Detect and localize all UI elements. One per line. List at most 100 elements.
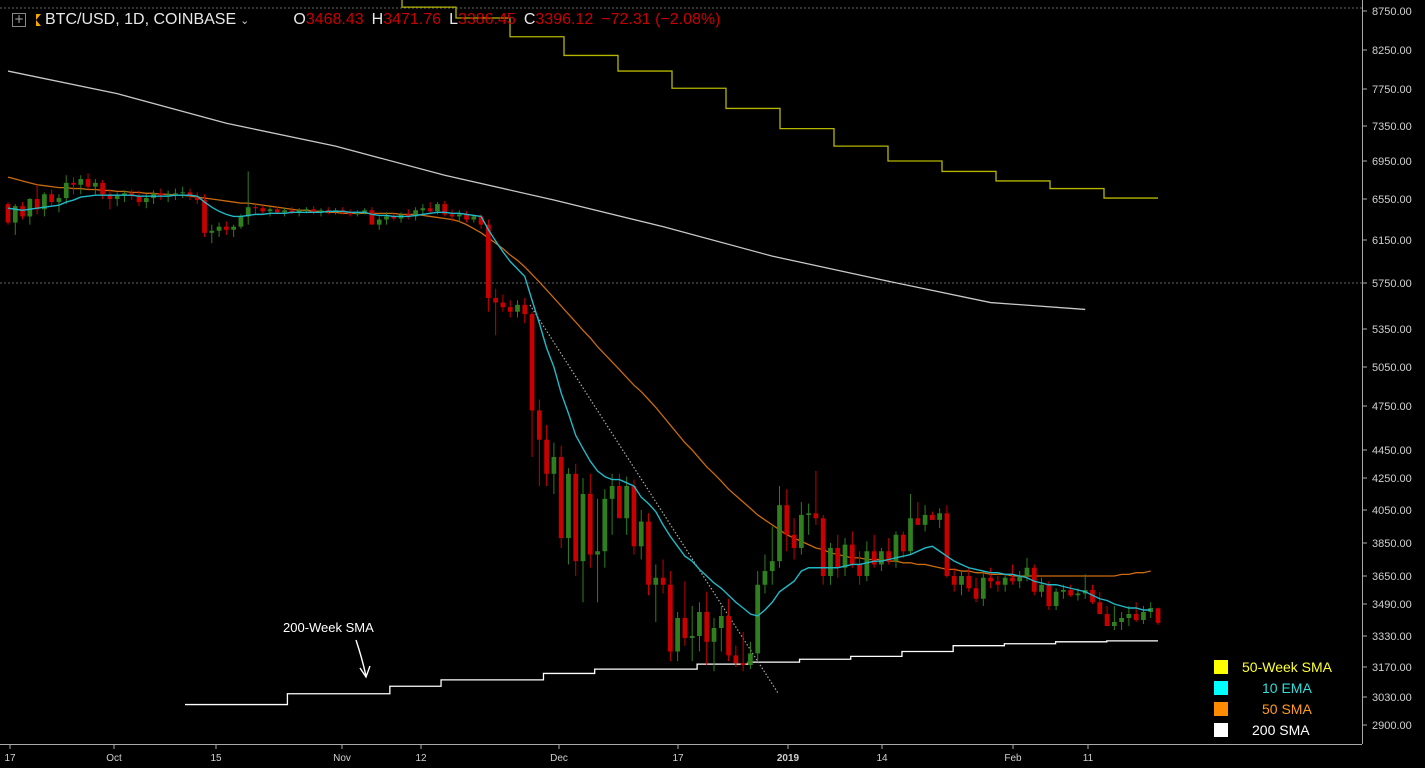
candle-body [689, 636, 695, 638]
high-value: 3471.76 [383, 11, 442, 28]
candle-body [900, 534, 906, 552]
price-tick-label: 3030.00 [1372, 692, 1412, 704]
candle-body [347, 212, 353, 215]
candle-body [267, 209, 273, 212]
candle-body [675, 618, 680, 652]
legend-item-50-sma: 50 SMA [1214, 698, 1364, 719]
candle-body [959, 576, 964, 585]
chart-header: + BTC/USD, 1D, COINBASE ⌄ O 3468.43 H 3471… [0, 0, 1360, 40]
price-tick-label: 3330.00 [1372, 631, 1412, 643]
candle-body [529, 314, 535, 411]
candle-body [5, 204, 11, 223]
candle-body [122, 193, 127, 196]
candle-body [1104, 614, 1110, 626]
legend-swatch [1214, 659, 1228, 674]
candle-body [522, 304, 528, 315]
candle-body [238, 216, 244, 227]
candle-body [427, 208, 433, 212]
time-tick-label: 17 [672, 753, 684, 764]
candles [5, 171, 1161, 672]
candle-body [682, 618, 688, 638]
annotation-label: 200-Week SMA [283, 620, 374, 635]
candle-body [893, 534, 899, 562]
candle-body [245, 207, 251, 217]
candle-body [27, 199, 33, 217]
candle-body [733, 655, 739, 664]
expand-icon[interactable]: + [12, 12, 26, 27]
candle-body [420, 208, 426, 211]
candle-body [857, 564, 862, 576]
price-tick-label: 6550.00 [1372, 194, 1412, 206]
time-tick-label: 12 [415, 753, 427, 764]
candle-body [1126, 614, 1132, 618]
series-50-sma [7, 176, 1151, 577]
grid [0, 7, 1362, 284]
candle-body [449, 214, 455, 217]
candle-body [107, 194, 113, 199]
chevron-down-icon[interactable]: ⌄ [240, 13, 250, 27]
candle-body [1046, 584, 1052, 606]
legend-label: 10 EMA [1262, 679, 1312, 696]
candle-body [937, 513, 943, 520]
candle-body [114, 195, 120, 199]
legend-swatch [1214, 680, 1228, 695]
candle-body [886, 551, 892, 562]
candle-body [828, 547, 833, 576]
candle-body [726, 616, 731, 656]
time-tick-label: 14 [876, 753, 888, 764]
candle-body [988, 577, 993, 582]
time-tick-label: Dec [550, 753, 568, 764]
candle-body [274, 209, 280, 213]
candle-body [718, 616, 724, 628]
candle-body [980, 577, 986, 599]
candle-body [638, 521, 644, 547]
candle-body [289, 210, 295, 213]
candle-body [413, 210, 418, 217]
candle-body [798, 514, 804, 548]
candle-body [253, 207, 258, 209]
candle-body [1097, 602, 1103, 614]
candle-body [944, 513, 950, 576]
candle-body [1039, 584, 1044, 592]
candle-body [260, 208, 266, 212]
candle-body [842, 544, 848, 568]
candle-body [1061, 590, 1066, 592]
candle-body [507, 307, 513, 312]
time-tick-label: 17 [4, 753, 16, 764]
candle-body [973, 588, 979, 599]
candle-body [879, 551, 884, 565]
candle-body [711, 628, 717, 642]
candle-body [384, 216, 389, 220]
candle-body [602, 498, 608, 552]
candle-body [580, 494, 586, 562]
price-tick-label: 3170.00 [1372, 662, 1412, 674]
symbol-label[interactable]: BTC/USD, 1D, COINBASE [45, 11, 237, 28]
candle-body [1141, 612, 1146, 620]
candle-body [355, 212, 360, 215]
low-key: L [449, 11, 458, 28]
candle-body [1031, 567, 1037, 592]
candle-body [143, 198, 149, 203]
price-tick-label: 5750.00 [1372, 278, 1412, 290]
candle-body [100, 182, 105, 195]
legend-item-10-ema: 10 EMA [1214, 677, 1364, 698]
candle-body [966, 576, 972, 589]
price-tick-label: 4450.00 [1372, 445, 1412, 457]
series-200-week-sma [185, 640, 1158, 706]
candle-body [653, 577, 659, 585]
candle-body [864, 551, 870, 576]
candle-body [1090, 590, 1095, 603]
candle-body [187, 192, 193, 197]
legend-swatch [1214, 722, 1228, 737]
close-key: C [523, 11, 536, 28]
flag-icon[interactable] [36, 14, 41, 26]
candle-body [755, 584, 761, 654]
candle-body [165, 194, 171, 196]
candle-body [1068, 590, 1074, 596]
time-tick-label: Oct [106, 753, 122, 764]
candle-body [311, 209, 317, 213]
price-tick-label: 6950.00 [1372, 156, 1412, 168]
price-tick-label: 5350.00 [1372, 324, 1412, 336]
